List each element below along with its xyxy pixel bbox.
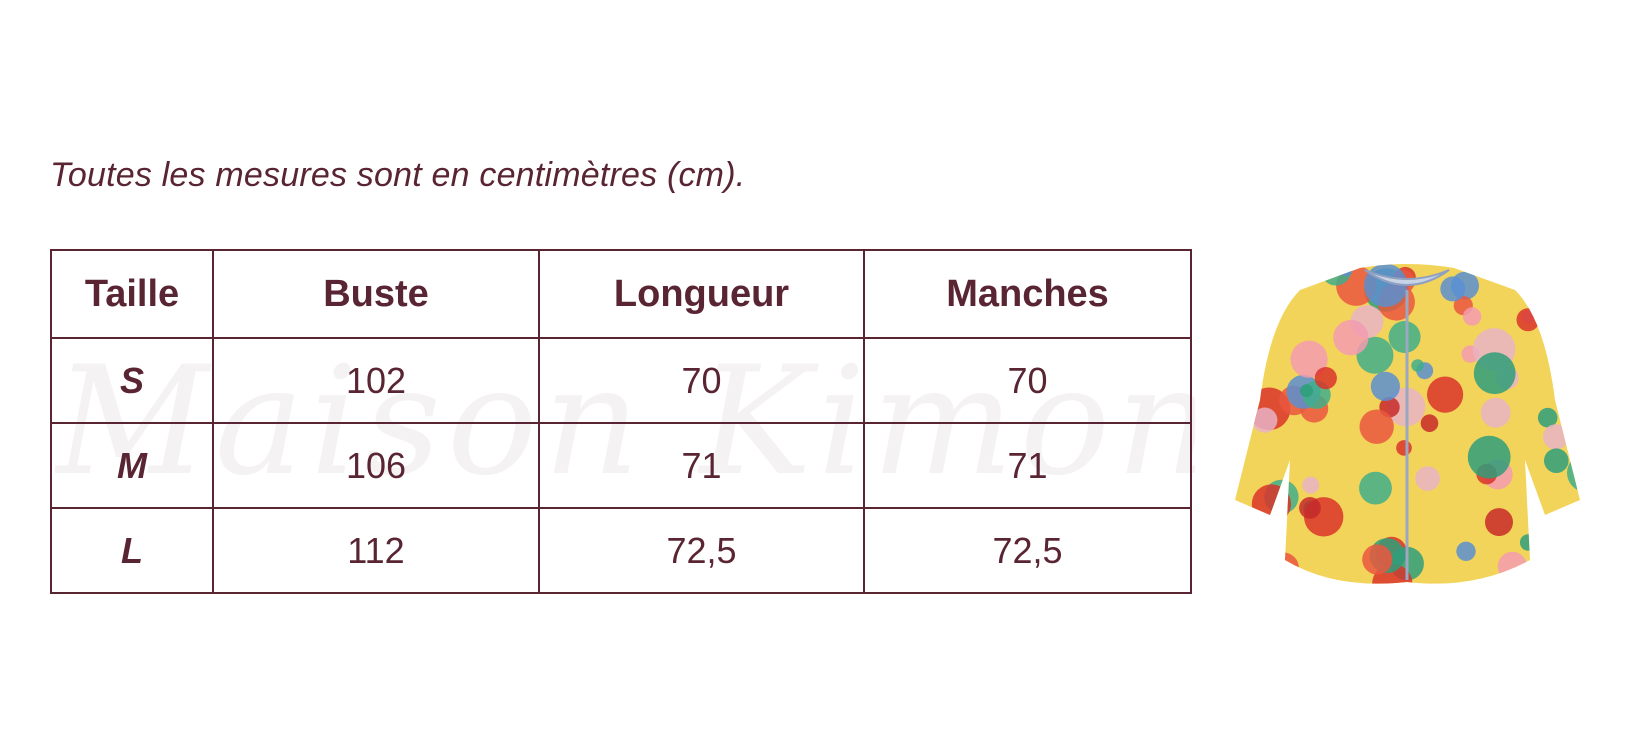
flower — [1473, 352, 1516, 395]
flower — [1420, 414, 1439, 432]
measure-cell: 70 — [863, 337, 1192, 424]
size-row: S 102 70 70 — [50, 337, 1192, 424]
measure-cell: 72,5 — [863, 507, 1192, 594]
flower — [1370, 371, 1400, 401]
size-label: S — [50, 337, 214, 424]
flower — [1235, 429, 1247, 451]
flower — [1456, 541, 1476, 561]
size-table: Taille Buste Longueur Manches S 102 70 70 M 106 7… — [50, 249, 1192, 594]
size-row: M 106 71 71 — [50, 422, 1192, 509]
flower — [1543, 424, 1569, 450]
flower — [1568, 425, 1580, 439]
table-body: S 102 70 70 M 106 71 71 L 112 72,5 72,5 — [50, 337, 1192, 594]
flower — [1536, 565, 1561, 584]
flower — [1300, 384, 1313, 398]
flower — [1388, 321, 1421, 353]
flower — [1314, 367, 1337, 390]
flower — [1575, 399, 1580, 420]
column-header: Buste — [212, 249, 540, 339]
flower — [1359, 409, 1394, 444]
flower — [1427, 376, 1464, 413]
flower — [1396, 440, 1412, 456]
flower — [1516, 308, 1540, 332]
collar — [1364, 269, 1450, 286]
measure-cell: 106 — [212, 422, 540, 509]
column-header: Longueur — [538, 249, 865, 339]
flower — [1235, 553, 1265, 584]
flower — [1302, 476, 1320, 494]
flower — [1558, 550, 1580, 584]
flower — [1248, 322, 1265, 339]
flower — [1372, 563, 1413, 584]
flower — [1267, 552, 1299, 584]
flower — [1268, 309, 1281, 322]
flower — [1252, 544, 1286, 578]
column-header: Manches — [863, 249, 1192, 339]
flower — [1557, 516, 1580, 542]
flower — [1252, 407, 1278, 433]
header-row: Taille Buste Longueur Manches — [50, 249, 1192, 339]
column-header: Taille — [50, 249, 214, 339]
flower — [1242, 300, 1270, 329]
flower — [1244, 560, 1264, 581]
jacket-image — [1235, 264, 1580, 584]
flower — [1235, 356, 1246, 381]
flower — [1299, 497, 1321, 519]
flower — [1338, 264, 1353, 277]
measure-cell: 72,5 — [538, 507, 865, 594]
measure-cell: 70 — [538, 337, 865, 424]
flower — [1497, 551, 1528, 582]
flower — [1537, 407, 1558, 428]
measure-cell: 71 — [863, 422, 1192, 509]
flower — [1251, 484, 1291, 524]
size-label: L — [50, 507, 214, 594]
flower — [1462, 307, 1482, 326]
flower — [1440, 276, 1466, 302]
flower — [1235, 370, 1258, 398]
measure-note: Toutes les mesures sont en centimètres (… — [50, 156, 746, 194]
size-label: M — [50, 422, 214, 509]
flower — [1415, 466, 1440, 491]
flower — [1359, 471, 1392, 505]
flower — [1333, 319, 1369, 356]
flower — [1560, 355, 1580, 382]
flower — [1240, 264, 1270, 282]
flower — [1246, 273, 1265, 292]
flower — [1480, 397, 1511, 428]
flower — [1544, 448, 1569, 473]
flower — [1411, 359, 1424, 372]
size-row: L 112 72,5 72,5 — [50, 507, 1192, 594]
flower — [1235, 365, 1243, 396]
flower — [1467, 435, 1511, 479]
flower — [1545, 342, 1559, 355]
flower — [1578, 472, 1580, 490]
flower — [1290, 340, 1328, 378]
flower — [1238, 539, 1270, 570]
measure-cell: 102 — [212, 337, 540, 424]
flower — [1541, 282, 1567, 308]
measure-cell: 112 — [212, 507, 540, 594]
flower — [1519, 534, 1537, 551]
flower — [1235, 500, 1242, 527]
measure-cell: 71 — [538, 422, 865, 509]
flower — [1485, 508, 1513, 537]
flower — [1362, 544, 1393, 575]
